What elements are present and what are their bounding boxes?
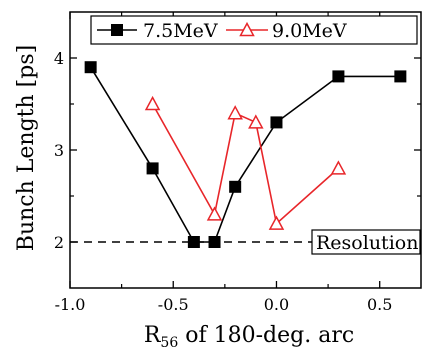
data-point xyxy=(332,70,345,83)
x-tick-label: -0.5 xyxy=(158,295,189,314)
x-axis-title-subscript: 56 xyxy=(160,335,178,350)
data-point xyxy=(187,236,200,248)
y-axis-title: Bunch Length [ps] xyxy=(14,45,39,251)
resolution-label: Resolution xyxy=(316,232,418,254)
data-point xyxy=(229,180,242,193)
x-axis-title-suffix: of 180-deg. arc xyxy=(178,323,354,348)
legend-swatch-marker xyxy=(111,24,123,36)
data-point xyxy=(248,114,264,129)
y-tick-label: 3 xyxy=(54,141,64,160)
y-tick-label: 2 xyxy=(54,233,64,252)
legend-swatch-marker xyxy=(239,21,255,37)
y-tick-label: 4 xyxy=(54,49,64,68)
data-point xyxy=(330,160,347,175)
series-line xyxy=(89,66,401,243)
x-axis-title-main: R xyxy=(144,323,162,348)
data-point xyxy=(208,236,221,248)
data-point xyxy=(146,162,159,175)
x-axis-title: R56 of 180-deg. arc xyxy=(144,323,354,350)
x-tick-label: 0.5 xyxy=(367,295,392,314)
data-point xyxy=(270,116,283,129)
plot-area-layer: -1.0 -0.5 0.0 0.5 2 3 4 Resolution 7.5MeV 9.0MeV xyxy=(54,11,422,314)
series-7.5MeV xyxy=(84,61,407,248)
legend: 7.5MeV 9.0MeV xyxy=(90,15,418,45)
x-tick-label: 0.0 xyxy=(264,295,289,314)
data-point xyxy=(268,215,285,230)
data-point xyxy=(144,95,161,111)
legend-label: 9.0MeV xyxy=(272,20,347,42)
series-line xyxy=(151,103,339,226)
data-point xyxy=(206,206,223,221)
legend-label: 7.5MeV xyxy=(143,20,218,42)
x-tick-label: -1.0 xyxy=(55,295,86,314)
series-9.0MeV xyxy=(144,95,347,230)
data-point xyxy=(227,105,243,120)
resolution-label-box xyxy=(311,229,421,255)
data-point xyxy=(84,61,97,74)
data-point xyxy=(394,70,407,83)
